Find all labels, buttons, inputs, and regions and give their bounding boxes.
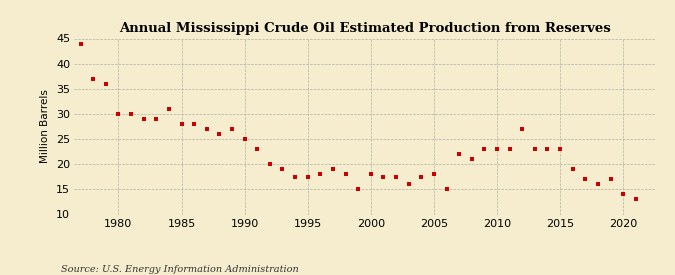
- Point: [227, 127, 238, 131]
- Point: [151, 117, 162, 121]
- Point: [529, 147, 540, 151]
- Point: [201, 127, 212, 131]
- Point: [88, 76, 99, 81]
- Point: [189, 122, 200, 126]
- Point: [441, 187, 452, 192]
- Point: [416, 175, 427, 179]
- Point: [113, 112, 124, 116]
- Point: [479, 147, 490, 151]
- Point: [327, 167, 338, 171]
- Point: [126, 112, 136, 116]
- Point: [214, 132, 225, 136]
- Point: [454, 152, 464, 156]
- Point: [555, 147, 566, 151]
- Point: [378, 175, 389, 179]
- Point: [138, 117, 149, 121]
- Text: Source: U.S. Energy Information Administration: Source: U.S. Energy Information Administ…: [61, 265, 298, 274]
- Point: [542, 147, 553, 151]
- Point: [340, 172, 351, 177]
- Y-axis label: Million Barrels: Million Barrels: [40, 90, 51, 163]
- Point: [365, 172, 376, 177]
- Point: [290, 175, 300, 179]
- Point: [277, 167, 288, 171]
- Point: [517, 127, 528, 131]
- Title: Annual Mississippi Crude Oil Estimated Production from Reserves: Annual Mississippi Crude Oil Estimated P…: [119, 21, 610, 35]
- Point: [491, 147, 502, 151]
- Point: [580, 177, 591, 182]
- Point: [391, 175, 402, 179]
- Point: [315, 172, 326, 177]
- Point: [429, 172, 439, 177]
- Point: [403, 182, 414, 186]
- Point: [567, 167, 578, 171]
- Point: [618, 192, 628, 197]
- Point: [239, 137, 250, 141]
- Point: [252, 147, 263, 151]
- Point: [593, 182, 603, 186]
- Point: [466, 157, 477, 161]
- Point: [176, 122, 187, 126]
- Point: [630, 197, 641, 202]
- Point: [605, 177, 616, 182]
- Point: [504, 147, 515, 151]
- Point: [302, 175, 313, 179]
- Point: [265, 162, 275, 166]
- Point: [75, 41, 86, 46]
- Point: [353, 187, 364, 192]
- Point: [163, 107, 174, 111]
- Point: [101, 82, 111, 86]
